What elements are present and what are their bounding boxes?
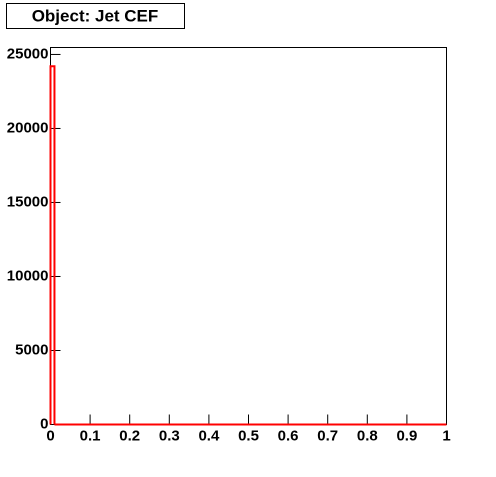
x-tick-label: 1 xyxy=(442,427,450,444)
y-tick-label: 5000 xyxy=(15,341,48,358)
x-tick-label: 0.6 xyxy=(278,427,299,444)
x-tick-label: 0.8 xyxy=(357,427,378,444)
x-tick-label: 0.2 xyxy=(119,427,140,444)
x-tick-label: 0.4 xyxy=(198,427,220,444)
x-tick-label: 0.3 xyxy=(159,427,180,444)
x-tick-label: 0 xyxy=(46,427,54,444)
x-tick-label: 0.7 xyxy=(317,427,338,444)
bar xyxy=(49,65,56,425)
chart-title: Object: Jet CEF xyxy=(32,6,159,25)
y-tick-label: 25000 xyxy=(7,45,49,62)
y-tick-label: 10000 xyxy=(7,267,49,284)
y-tick-label: 20000 xyxy=(7,119,49,136)
y-tick-label: 0 xyxy=(40,415,48,432)
x-tick-label: 0.9 xyxy=(396,427,417,444)
y-tick-label: 15000 xyxy=(7,193,49,210)
x-tick-label: 0.1 xyxy=(80,427,101,444)
x-tick-label: 0.5 xyxy=(238,427,259,444)
title-box xyxy=(6,3,185,29)
